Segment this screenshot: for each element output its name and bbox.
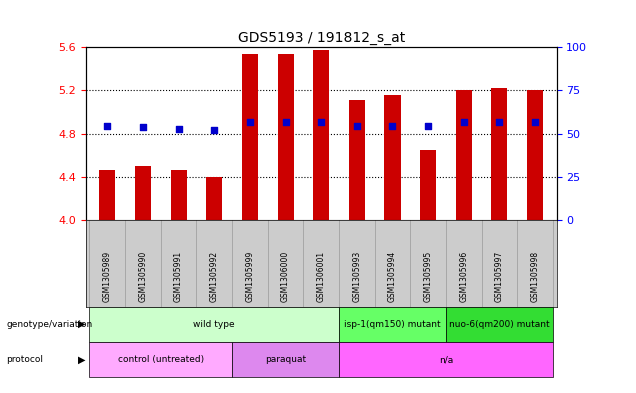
Text: genotype/variation: genotype/variation	[6, 320, 93, 329]
Text: paraquat: paraquat	[265, 355, 306, 364]
Text: n/a: n/a	[439, 355, 453, 364]
Point	[316, 119, 326, 125]
Title: GDS5193 / 191812_s_at: GDS5193 / 191812_s_at	[238, 31, 404, 45]
Point	[245, 119, 255, 125]
Bar	[492, 88, 508, 220]
Point	[138, 124, 148, 130]
Text: GSM1305989: GSM1305989	[103, 251, 112, 302]
Point	[494, 119, 504, 125]
Text: GSM1305998: GSM1305998	[530, 251, 539, 302]
Point	[459, 119, 469, 125]
Text: GSM1305992: GSM1305992	[210, 251, 219, 302]
Text: GSM1305991: GSM1305991	[174, 251, 183, 302]
Bar	[232, 342, 339, 377]
Point	[280, 119, 291, 125]
Point	[102, 122, 113, 129]
Bar	[420, 150, 436, 220]
Text: GSM1305999: GSM1305999	[245, 251, 254, 302]
Point	[174, 126, 184, 132]
Bar	[206, 177, 222, 220]
Point	[423, 122, 433, 129]
Text: protocol: protocol	[6, 355, 43, 364]
Text: GSM1305996: GSM1305996	[459, 251, 468, 302]
Text: GSM1306000: GSM1306000	[281, 251, 290, 302]
Point	[530, 119, 540, 125]
Point	[387, 122, 398, 129]
Bar	[313, 50, 329, 220]
Point	[209, 127, 219, 133]
Text: GSM1305997: GSM1305997	[495, 251, 504, 302]
Bar	[349, 100, 365, 220]
Text: GSM1306001: GSM1306001	[317, 251, 326, 302]
Bar	[446, 307, 553, 342]
Bar	[170, 171, 186, 220]
Text: ▶: ▶	[78, 319, 85, 329]
Bar	[242, 53, 258, 220]
Text: GSM1305993: GSM1305993	[352, 251, 361, 302]
Bar	[277, 53, 294, 220]
Text: GSM1305995: GSM1305995	[424, 251, 432, 302]
Point	[352, 122, 362, 129]
Bar	[456, 90, 472, 220]
Bar	[135, 166, 151, 220]
Text: GSM1305990: GSM1305990	[139, 251, 148, 302]
Text: wild type: wild type	[193, 320, 235, 329]
Text: GSM1305994: GSM1305994	[388, 251, 397, 302]
Bar	[385, 95, 401, 220]
Text: isp-1(qm150) mutant: isp-1(qm150) mutant	[344, 320, 441, 329]
Bar	[527, 90, 543, 220]
Bar	[90, 307, 339, 342]
Bar	[99, 171, 115, 220]
Text: ▶: ▶	[78, 354, 85, 365]
Bar	[339, 342, 553, 377]
Text: control (untreated): control (untreated)	[118, 355, 204, 364]
Bar	[90, 342, 232, 377]
Bar	[339, 307, 446, 342]
Text: nuo-6(qm200) mutant: nuo-6(qm200) mutant	[449, 320, 550, 329]
